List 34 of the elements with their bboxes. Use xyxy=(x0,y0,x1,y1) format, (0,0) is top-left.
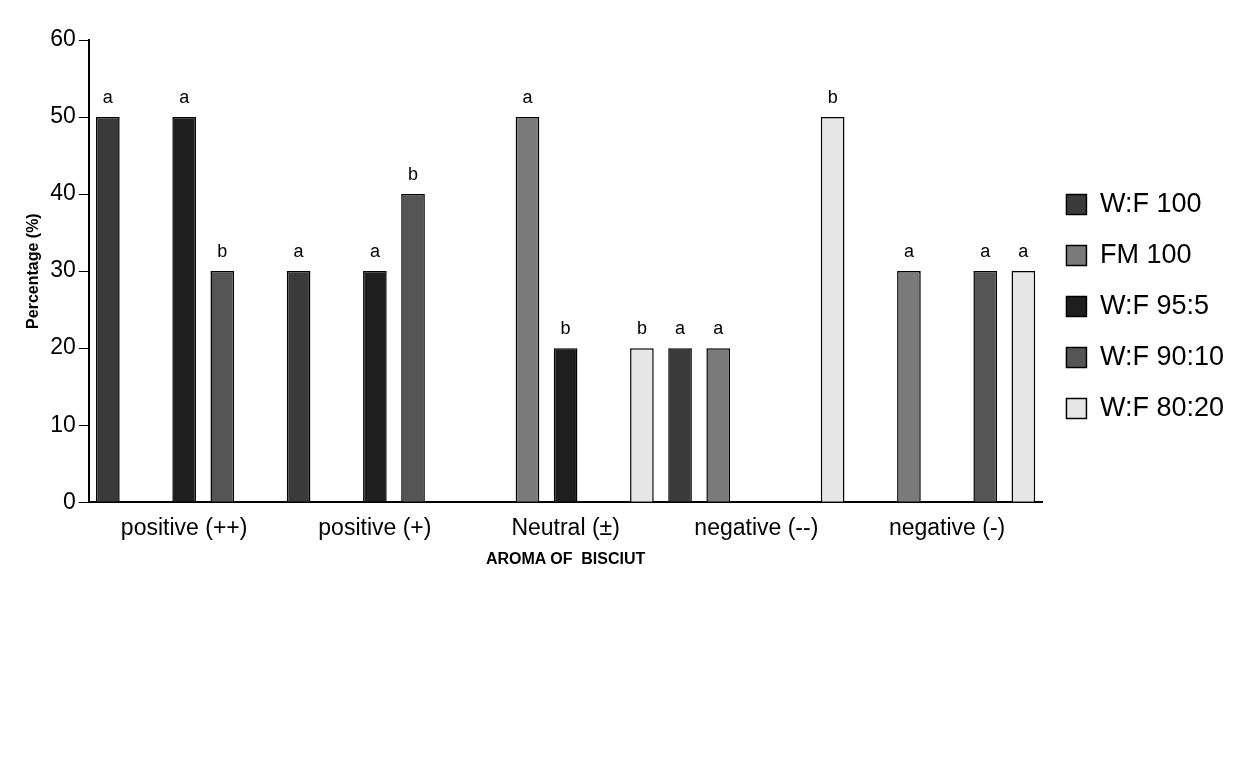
legend-label: W:F 90:10 xyxy=(1099,340,1224,371)
y-tick-label: 20 xyxy=(50,333,76,360)
x-tick-label: negative (-) xyxy=(888,514,1006,541)
data-label: a xyxy=(179,87,191,107)
legend-label: W:F 80:20 xyxy=(1099,391,1224,422)
data-label: a xyxy=(522,87,534,107)
y-tick-label: 10 xyxy=(50,410,76,437)
data-label: b xyxy=(408,164,419,185)
data-label: a xyxy=(1018,241,1030,262)
data-label: a xyxy=(903,241,915,262)
data-label: b xyxy=(217,241,228,262)
legend-label: W:F 95:5 xyxy=(1099,289,1209,320)
x-tick-label: Neutral (±) xyxy=(511,514,620,541)
y-tick-label: 40 xyxy=(50,179,76,206)
y-tick-label: 60 xyxy=(50,25,76,52)
data-label: a xyxy=(675,318,687,339)
x-axis-title: AROMA OF BISCIUT xyxy=(485,549,646,567)
legend-label: W:F 100 xyxy=(1099,187,1202,218)
data-label: a xyxy=(102,87,114,107)
data-label: a xyxy=(713,318,725,339)
x-tick-label: positive (+) xyxy=(318,514,432,541)
x-tick-label: negative (--) xyxy=(694,514,819,541)
data-label: b xyxy=(636,318,647,339)
data-label: b xyxy=(560,318,571,339)
y-tick-label: 50 xyxy=(50,102,76,129)
y-tick-label: 30 xyxy=(50,256,76,283)
data-label: a xyxy=(369,241,381,262)
y-axis-title: Percentage (%) xyxy=(24,213,42,329)
legend-label: FM 100 xyxy=(1099,238,1192,269)
y-tick-label: 0 xyxy=(62,487,76,514)
data-label: b xyxy=(827,87,838,107)
data-label: a xyxy=(980,241,992,262)
data-label: a xyxy=(293,241,305,262)
x-tick-label: positive (++) xyxy=(120,514,248,541)
